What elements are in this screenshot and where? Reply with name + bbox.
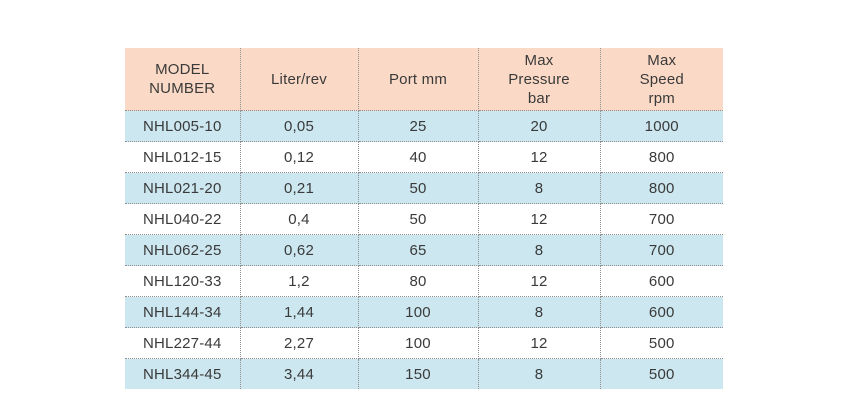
max-speed-cell: 700 bbox=[600, 234, 723, 266]
max-pressure-cell: 8 bbox=[478, 358, 601, 389]
table-row: NHL021-20 0,21 50 8 800 bbox=[125, 172, 723, 204]
model-cell: NHL344-45 bbox=[125, 358, 241, 389]
column-header-model: MODEL NUMBER bbox=[125, 48, 241, 111]
model-cell: NHL144-34 bbox=[125, 296, 241, 328]
port-mm-cell: 100 bbox=[358, 296, 479, 328]
max-speed-cell: 800 bbox=[600, 172, 723, 204]
liter-rev-cell: 0,05 bbox=[240, 110, 359, 142]
table-row: NHL005-10 0,05 25 20 1000 bbox=[125, 110, 723, 142]
max-pressure-cell: 12 bbox=[478, 203, 601, 235]
spec-table-header: MODEL NUMBER Liter/rev Port mm Max Press… bbox=[125, 48, 723, 111]
port-mm-cell: 100 bbox=[358, 327, 479, 359]
column-header-max-speed: Max Speed rpm bbox=[600, 48, 723, 111]
max-speed-cell: 700 bbox=[600, 203, 723, 235]
max-speed-cell: 600 bbox=[600, 265, 723, 297]
liter-rev-cell: 0,12 bbox=[240, 141, 359, 173]
model-cell: NHL227-44 bbox=[125, 327, 241, 359]
column-header-port-mm: Port mm bbox=[358, 48, 479, 111]
model-cell: NHL005-10 bbox=[125, 110, 241, 142]
port-mm-cell: 80 bbox=[358, 265, 479, 297]
port-mm-cell: 50 bbox=[358, 172, 479, 204]
liter-rev-cell: 1,44 bbox=[240, 296, 359, 328]
column-header-liter-rev: Liter/rev bbox=[240, 48, 359, 111]
max-pressure-cell: 12 bbox=[478, 327, 601, 359]
table-row: NHL144-34 1,44 100 8 600 bbox=[125, 296, 723, 328]
table-row: NHL040-22 0,4 50 12 700 bbox=[125, 203, 723, 235]
table-row: NHL227-44 2,27 100 12 500 bbox=[125, 327, 723, 359]
port-mm-cell: 65 bbox=[358, 234, 479, 266]
liter-rev-cell: 1,2 bbox=[240, 265, 359, 297]
max-speed-cell: 1000 bbox=[600, 110, 723, 142]
model-cell: NHL040-22 bbox=[125, 203, 241, 235]
model-cell: NHL120-33 bbox=[125, 265, 241, 297]
model-cell: NHL012-15 bbox=[125, 141, 241, 173]
liter-rev-cell: 0,4 bbox=[240, 203, 359, 235]
model-cell: NHL062-25 bbox=[125, 234, 241, 266]
header-row: MODEL NUMBER Liter/rev Port mm Max Press… bbox=[125, 48, 723, 111]
max-speed-cell: 500 bbox=[600, 358, 723, 389]
liter-rev-cell: 0,62 bbox=[240, 234, 359, 266]
table-row: NHL012-15 0,12 40 12 800 bbox=[125, 141, 723, 173]
max-pressure-cell: 12 bbox=[478, 265, 601, 297]
table-row: NHL344-45 3,44 150 8 500 bbox=[125, 358, 723, 389]
table-row: NHL062-25 0,62 65 8 700 bbox=[125, 234, 723, 266]
liter-rev-cell: 0,21 bbox=[240, 172, 359, 204]
max-pressure-cell: 8 bbox=[478, 234, 601, 266]
model-cell: NHL021-20 bbox=[125, 172, 241, 204]
port-mm-cell: 150 bbox=[358, 358, 479, 389]
max-pressure-cell: 20 bbox=[478, 110, 601, 142]
table-row: NHL120-33 1,2 80 12 600 bbox=[125, 265, 723, 297]
spec-table: MODEL NUMBER Liter/rev Port mm Max Press… bbox=[125, 48, 723, 389]
spec-table-body: NHL005-10 0,05 25 20 1000 NHL012-15 0,12… bbox=[125, 110, 723, 389]
liter-rev-cell: 3,44 bbox=[240, 358, 359, 389]
max-speed-cell: 800 bbox=[600, 141, 723, 173]
liter-rev-cell: 2,27 bbox=[240, 327, 359, 359]
max-speed-cell: 600 bbox=[600, 296, 723, 328]
max-pressure-cell: 8 bbox=[478, 172, 601, 204]
port-mm-cell: 25 bbox=[358, 110, 479, 142]
max-pressure-cell: 8 bbox=[478, 296, 601, 328]
column-header-max-pressure: Max Pressure bar bbox=[478, 48, 601, 111]
max-pressure-cell: 12 bbox=[478, 141, 601, 173]
port-mm-cell: 50 bbox=[358, 203, 479, 235]
port-mm-cell: 40 bbox=[358, 141, 479, 173]
max-speed-cell: 500 bbox=[600, 327, 723, 359]
